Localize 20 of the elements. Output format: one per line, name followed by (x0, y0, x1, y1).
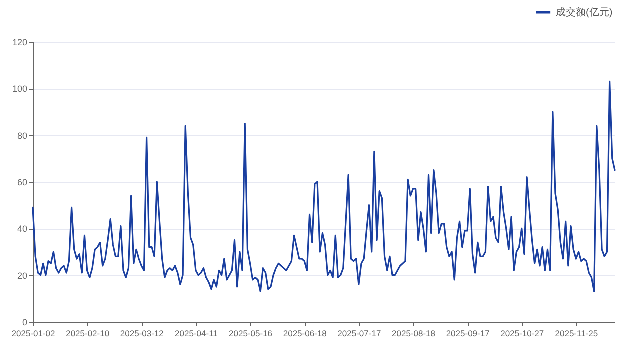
x-tick-label: 2025-09-17 (446, 328, 490, 338)
x-tick-label: 2025-05-16 (229, 328, 273, 338)
x-tick-label: 2025-03-12 (120, 328, 164, 338)
y-tick-label: 40 (17, 224, 28, 234)
x-tick-label: 2025-08-18 (392, 328, 436, 338)
x-tick-label: 2025-02-10 (66, 328, 110, 338)
y-tick-label: 60 (17, 178, 28, 188)
x-tick-label: 2025-06-18 (283, 328, 328, 338)
x-tick-label: 2025-01-02 (12, 328, 56, 338)
legend-label: 成交额(亿元) (556, 6, 613, 18)
x-tick-label: 2025-04-11 (175, 328, 218, 338)
line-series (32, 80, 616, 292)
y-tick-label: 120 (12, 38, 28, 48)
x-tick-label: 2025-10-27 (500, 328, 544, 338)
y-tick-label: 20 (17, 270, 28, 281)
y-tick-label: 100 (12, 84, 28, 94)
x-tick-label: 2025-07-17 (338, 328, 382, 338)
y-tick-label: 80 (17, 130, 28, 141)
x-tick-label: 2025-11-25 (555, 328, 598, 338)
y-tick-label: 0 (22, 318, 28, 328)
